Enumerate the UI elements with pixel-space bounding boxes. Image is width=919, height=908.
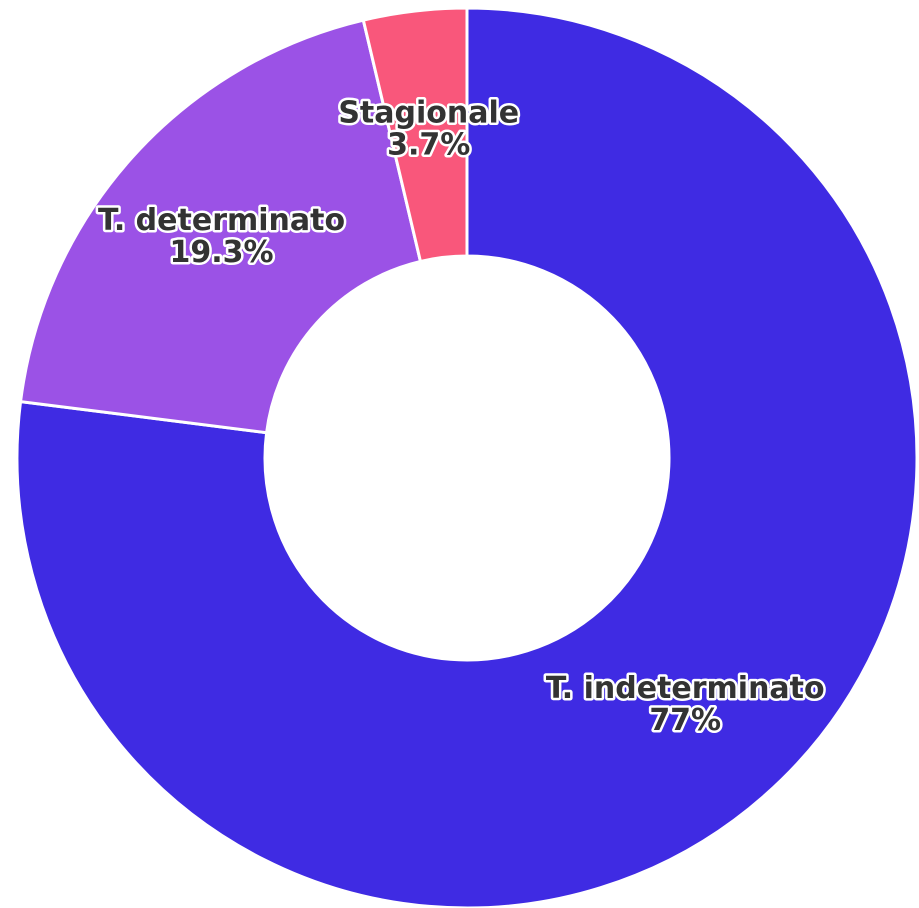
- slice-value-label: 3.7%: [387, 128, 470, 163]
- donut-slice: [361, 6, 469, 264]
- donut-slice: [15, 6, 919, 908]
- slice-label: T. determinato: [98, 203, 345, 238]
- slice-label: T. indeterminato: [546, 671, 825, 706]
- slice-label: Stagionale: [338, 96, 519, 131]
- slice-value-label: 19.3%: [169, 235, 273, 270]
- slice-value-label: 77%: [649, 703, 721, 738]
- donut-slice: [18, 18, 423, 435]
